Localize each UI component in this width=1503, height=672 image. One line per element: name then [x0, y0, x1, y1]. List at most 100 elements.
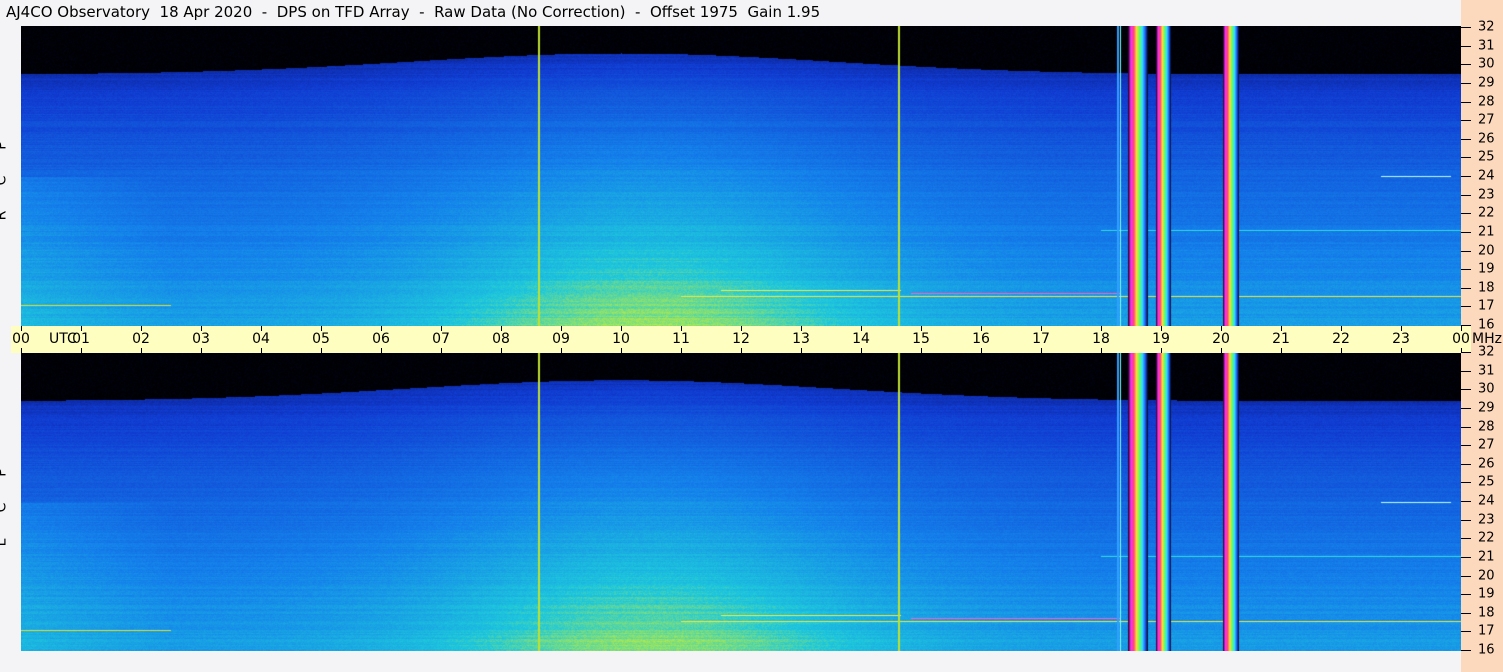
- time-tick: [1101, 326, 1102, 331]
- freq-tick: [1461, 120, 1471, 122]
- freq-label: 24: [1478, 168, 1495, 184]
- time-label: 09: [552, 331, 570, 347]
- time-tick: [141, 348, 142, 353]
- time-tick: [741, 326, 742, 331]
- rcp-spectrogram: [21, 26, 1461, 326]
- label-letter: C: [0, 174, 29, 188]
- freq-label: 21: [1478, 224, 1495, 240]
- time-label: 23: [1392, 331, 1410, 347]
- freq-tick: [1461, 556, 1471, 558]
- freq-tick: [1461, 612, 1471, 614]
- time-tick: [1221, 326, 1222, 331]
- time-label: 21: [1272, 331, 1290, 347]
- time-label: 06: [372, 331, 390, 347]
- time-tick: [261, 326, 262, 331]
- time-label: 19: [1152, 331, 1170, 347]
- time-tick: [321, 348, 322, 353]
- time-label: 14: [852, 331, 870, 347]
- time-tick: [261, 348, 262, 353]
- time-label: 07: [432, 331, 450, 347]
- time-tick: [1341, 348, 1342, 353]
- freq-tick: [1461, 631, 1471, 633]
- freq-tick: [1461, 250, 1471, 252]
- freq-label: 19: [1478, 261, 1495, 277]
- time-tick: [1461, 348, 1462, 353]
- time-tick: [561, 326, 562, 331]
- freq-label: 27: [1478, 437, 1495, 453]
- time-tick: [921, 326, 922, 331]
- freq-label: 32: [1478, 19, 1495, 35]
- freq-tick: [1461, 352, 1471, 353]
- freq-label: 23: [1478, 512, 1495, 528]
- freq-tick: [1461, 538, 1471, 540]
- freq-label: 20: [1478, 568, 1495, 583]
- time-label: 10: [612, 331, 630, 347]
- label-letter: P: [0, 139, 29, 153]
- window-title: AJ4CO Observatory 18 Apr 2020 - DPS on T…: [6, 3, 821, 21]
- freq-label: 17: [1478, 623, 1495, 639]
- freq-tick: [1461, 82, 1471, 84]
- freq-tick: [1461, 213, 1471, 215]
- time-tick: [681, 326, 682, 331]
- freq-label: 17: [1478, 298, 1495, 314]
- freq-label: 30: [1478, 56, 1495, 72]
- label-letter: R: [0, 209, 29, 223]
- time-tick: [801, 326, 802, 331]
- freq-label: 16: [1478, 642, 1495, 658]
- time-label: 13: [792, 331, 810, 347]
- freq-tick: [1461, 306, 1471, 308]
- time-label: 11: [672, 331, 690, 347]
- freq-tick: [1461, 445, 1471, 447]
- freq-label: 27: [1478, 112, 1495, 128]
- freq-tick: [1461, 138, 1471, 140]
- time-tick: [441, 348, 442, 353]
- mhz-unit-label: MHz: [1472, 331, 1502, 347]
- rcp-label: P C R: [0, 128, 18, 233]
- freq-tick: [1461, 463, 1471, 465]
- time-label: 22: [1332, 331, 1350, 347]
- freq-tick: [1461, 501, 1471, 502]
- time-tick: [321, 326, 322, 331]
- lcp-spectrogram: [21, 353, 1461, 651]
- freq-tick: [1461, 157, 1471, 159]
- label-letter: P: [0, 466, 29, 480]
- time-label: 00: [12, 331, 30, 347]
- freq-tick: [1461, 176, 1471, 177]
- time-label: 08: [492, 331, 510, 347]
- time-tick: [1281, 326, 1282, 331]
- time-tick: [681, 348, 682, 353]
- freq-tick: [1461, 64, 1471, 66]
- time-tick: [501, 326, 502, 331]
- time-tick: [861, 326, 862, 331]
- time-label: 17: [1032, 331, 1050, 347]
- time-tick: [381, 326, 382, 331]
- time-tick: [921, 348, 922, 353]
- freq-label: 31: [1478, 363, 1495, 379]
- time-label: 15: [912, 331, 930, 347]
- freq-tick: [1461, 287, 1471, 289]
- freq-label: 23: [1478, 187, 1495, 203]
- freq-tick: [1461, 407, 1471, 409]
- freq-label: 26: [1478, 456, 1495, 472]
- freq-label: 31: [1478, 38, 1495, 54]
- time-label: 20: [1212, 331, 1230, 347]
- lcp-label: P C L: [0, 455, 18, 560]
- time-tick: [801, 348, 802, 353]
- freq-tick: [1461, 650, 1471, 651]
- freq-label: 25: [1478, 474, 1495, 490]
- time-tick: [1161, 348, 1162, 353]
- freq-tick: [1461, 594, 1471, 596]
- freq-tick: [1461, 519, 1471, 521]
- utc-unit-label: UTC: [49, 331, 77, 347]
- time-label: 05: [312, 331, 330, 347]
- time-tick: [81, 326, 82, 331]
- freq-tick: [1461, 325, 1471, 326]
- freq-tick: [1461, 389, 1471, 391]
- time-tick: [1401, 348, 1402, 353]
- time-label: 02: [132, 331, 150, 347]
- time-tick: [1101, 348, 1102, 353]
- time-tick: [441, 326, 442, 331]
- freq-label: 16: [1478, 317, 1495, 333]
- time-tick: [501, 348, 502, 353]
- freq-tick: [1461, 231, 1471, 233]
